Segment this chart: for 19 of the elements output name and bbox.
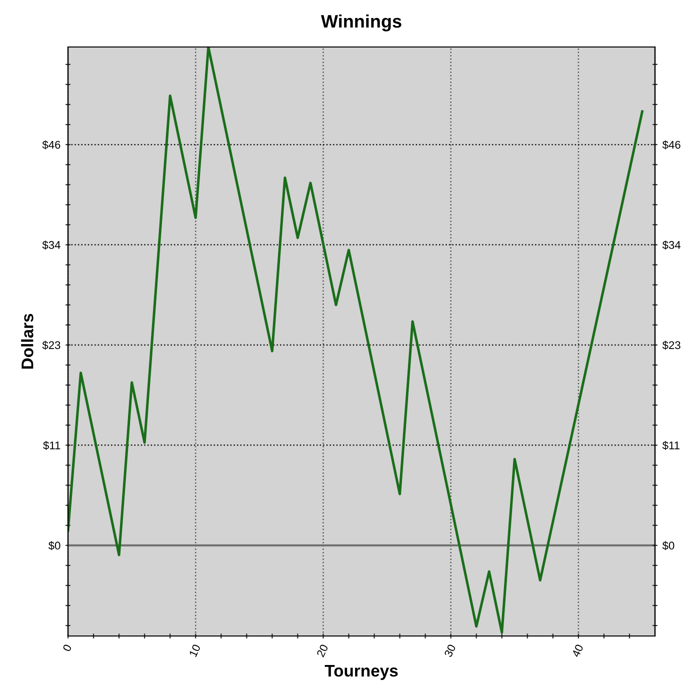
y2-tick-label: $0: [662, 541, 674, 550]
y-tick-label: $46: [42, 140, 60, 150]
x-tick-label: 20: [316, 644, 328, 658]
x-tick-label: 10: [188, 644, 201, 658]
x-tick-label: 40: [572, 644, 584, 658]
x-axis-title: Tourneys: [324, 665, 398, 680]
y2-tick-label: $11: [662, 440, 680, 450]
y-axis-title: Dollars: [21, 314, 34, 369]
x-tick-label: 30: [444, 644, 456, 658]
chart-title: Winnings: [320, 14, 402, 32]
y2-tick-label: $23: [662, 340, 680, 350]
line-series: [68, 47, 644, 634]
y-tick-label: $11: [43, 440, 60, 450]
y-tick-label: $0: [48, 541, 60, 550]
y-tick-label: $23: [42, 340, 60, 350]
y-tick-label: $34: [42, 240, 60, 250]
y2-tick-label: $34: [662, 240, 681, 250]
y2-tick-label: $46: [662, 140, 680, 150]
x-tick-label: 0: [62, 644, 72, 652]
